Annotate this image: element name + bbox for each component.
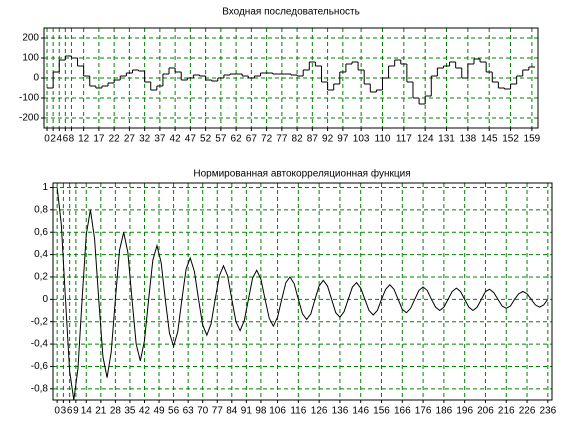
x-tick-label: 17 bbox=[93, 134, 105, 145]
x-tick-label: 0 bbox=[44, 134, 50, 145]
x-tick-label: 67 bbox=[246, 134, 258, 145]
y-tick-label: 0,2 bbox=[34, 272, 48, 283]
x-tick-label: 131 bbox=[438, 134, 455, 145]
x-tick-label: 196 bbox=[456, 406, 473, 417]
x-tick-label: 3 bbox=[61, 406, 67, 417]
x-tick-label: 206 bbox=[477, 406, 494, 417]
x-tick-label: 27 bbox=[124, 134, 136, 145]
x-tick-label: 87 bbox=[307, 134, 319, 145]
x-tick-label: 37 bbox=[154, 134, 166, 145]
y-tick-label: -0,8 bbox=[31, 383, 49, 394]
x-tick-label: 22 bbox=[109, 134, 121, 145]
x-tick-label: 57 bbox=[215, 134, 227, 145]
x-tick-label: 77 bbox=[276, 134, 288, 145]
x-tick-label: 6 bbox=[63, 134, 69, 145]
x-tick-label: 116 bbox=[290, 406, 306, 417]
plot-area bbox=[53, 183, 552, 400]
x-tick-label: 106 bbox=[269, 406, 286, 417]
x-tick-label: 216 bbox=[498, 406, 515, 417]
x-tick-label: 98 bbox=[255, 406, 267, 417]
y-tick-label: 0,8 bbox=[34, 204, 48, 215]
x-tick-label: 21 bbox=[95, 406, 107, 417]
y-tick-label: -0,2 bbox=[31, 316, 49, 327]
x-tick-label: 42 bbox=[139, 406, 151, 417]
x-tick-label: 136 bbox=[332, 406, 349, 417]
y-tick-label: -100 bbox=[19, 93, 39, 104]
y-tick-label: 200 bbox=[22, 33, 39, 44]
x-tick-label: 4 bbox=[56, 134, 62, 145]
x-tick-label: 72 bbox=[261, 134, 273, 145]
y-tick-label: 0,6 bbox=[34, 227, 48, 238]
x-tick-label: 8 bbox=[69, 134, 75, 145]
x-tick-label: 145 bbox=[481, 134, 498, 145]
x-tick-label: 236 bbox=[539, 406, 556, 417]
plot-frame bbox=[52, 182, 553, 401]
x-tick-label: 124 bbox=[417, 134, 434, 145]
data-line bbox=[56, 187, 549, 401]
x-tick-label: 12 bbox=[78, 134, 90, 145]
y-tick-label: 1 bbox=[42, 182, 48, 193]
x-tick-label: 226 bbox=[519, 406, 536, 417]
y-tick-label: 0 bbox=[42, 294, 48, 305]
y-tick-label: -200 bbox=[19, 113, 39, 124]
x-tick-label: 49 bbox=[153, 406, 165, 417]
x-tick-label: 92 bbox=[322, 134, 334, 145]
x-tick-label: 146 bbox=[352, 406, 369, 417]
plot-frame bbox=[43, 27, 539, 129]
x-tick-label: 84 bbox=[226, 406, 238, 417]
x-tick-label: 9 bbox=[73, 406, 79, 417]
x-tick-label: 0 bbox=[54, 406, 60, 417]
x-tick-label: 176 bbox=[415, 406, 432, 417]
x-tick-label: 62 bbox=[231, 134, 243, 145]
x-tick-label: 42 bbox=[170, 134, 182, 145]
y-tick-label: -0,6 bbox=[31, 361, 49, 372]
x-tick-label: 156 bbox=[373, 406, 390, 417]
x-tick-label: 117 bbox=[396, 134, 412, 145]
x-tick-label: 82 bbox=[292, 134, 304, 145]
x-tick-label: 186 bbox=[436, 406, 453, 417]
y-tick-label: 100 bbox=[22, 53, 39, 64]
x-tick-label: 35 bbox=[124, 406, 136, 417]
chart-title: Нормированная автокорреляционная функция bbox=[193, 168, 410, 180]
y-tick-label: 0 bbox=[33, 73, 39, 84]
x-tick-label: 28 bbox=[110, 406, 122, 417]
chart-title: Входная последовательность bbox=[222, 7, 360, 18]
x-tick-label: 14 bbox=[81, 406, 93, 417]
y-tick-label: 0,4 bbox=[34, 249, 48, 260]
x-tick-label: 63 bbox=[183, 406, 195, 417]
x-tick-label: 47 bbox=[185, 134, 197, 145]
x-tick-label: 2 bbox=[50, 134, 56, 145]
x-tick-label: 6 bbox=[67, 406, 73, 417]
y-tick-label: -0,4 bbox=[31, 339, 49, 350]
x-tick-label: 166 bbox=[394, 406, 411, 417]
x-tick-label: 159 bbox=[524, 134, 541, 145]
x-tick-label: 52 bbox=[200, 134, 212, 145]
x-tick-label: 56 bbox=[168, 406, 180, 417]
x-tick-label: 91 bbox=[241, 406, 253, 417]
x-tick-label: 138 bbox=[460, 134, 477, 145]
x-tick-label: 103 bbox=[353, 134, 370, 145]
x-tick-label: 152 bbox=[502, 134, 519, 145]
x-tick-label: 32 bbox=[139, 134, 151, 145]
x-tick-label: 97 bbox=[337, 134, 349, 145]
x-tick-label: 70 bbox=[197, 406, 209, 417]
x-tick-label: 77 bbox=[212, 406, 224, 417]
x-tick-label: 110 bbox=[375, 134, 391, 145]
x-tick-label: 126 bbox=[311, 406, 328, 417]
